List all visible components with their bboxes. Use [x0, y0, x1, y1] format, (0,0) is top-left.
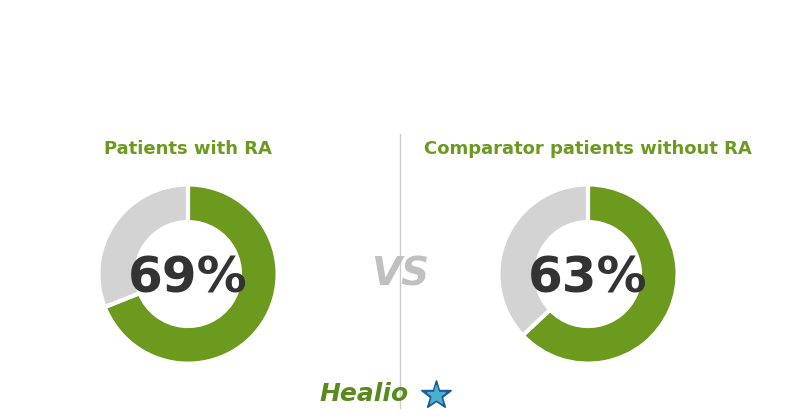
Wedge shape [498, 184, 588, 336]
Text: VS: VS [371, 255, 429, 293]
Text: 63%: 63% [528, 255, 648, 302]
Wedge shape [105, 184, 278, 364]
Text: Patients with RA: Patients with RA [104, 139, 272, 158]
Text: Comparator patients without RA: Comparator patients without RA [424, 139, 752, 158]
Wedge shape [98, 184, 188, 307]
Text: 69%: 69% [128, 255, 248, 302]
Wedge shape [522, 184, 678, 364]
Text: Mortality rate among patients undergoing immune: Mortality rate among patients undergoing… [100, 46, 700, 66]
Text: Healio: Healio [319, 382, 409, 406]
Text: checkpoint inhibitor therapy for cancer:: checkpoint inhibitor therapy for cancer: [164, 90, 636, 110]
